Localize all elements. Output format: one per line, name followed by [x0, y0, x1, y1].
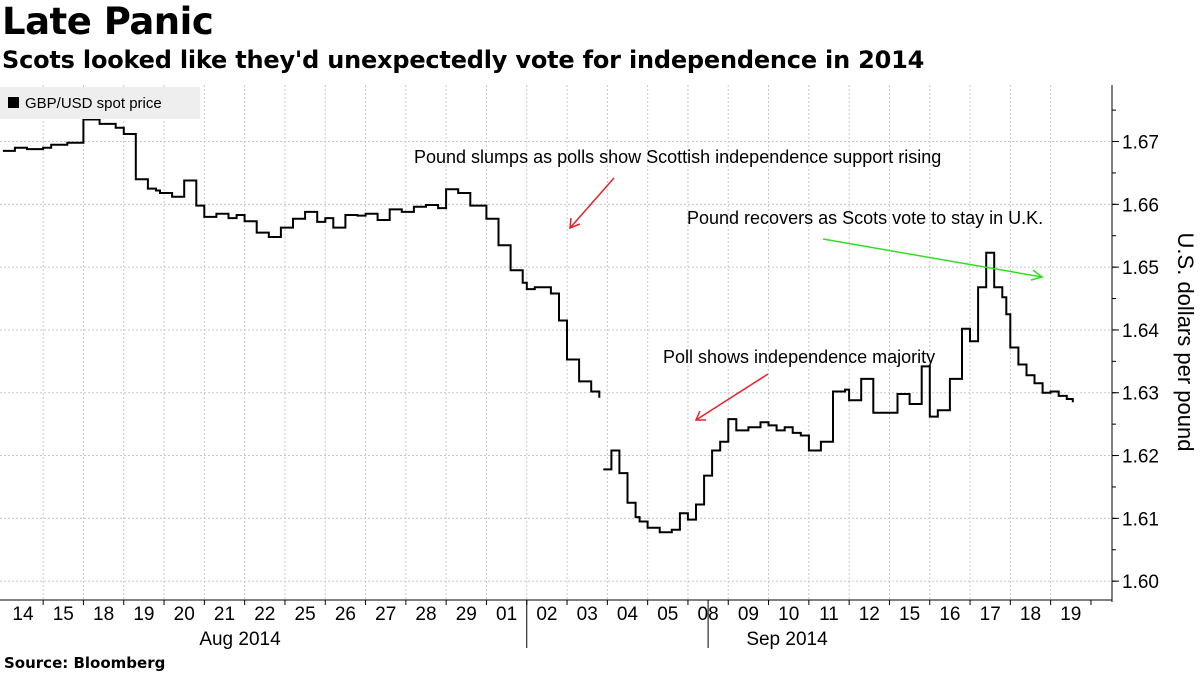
x-tick-label: 20 — [174, 604, 195, 625]
x-tick-label: 11 — [819, 604, 839, 625]
x-tick-label: 21 — [214, 604, 235, 625]
x-tick-label: 14 — [12, 604, 34, 625]
x-tick-label: 19 — [1060, 604, 1081, 625]
source-note: Source: Bloomberg — [4, 654, 166, 672]
y-tick-label: 1.66 — [1122, 195, 1159, 216]
annotation-slump-arrow — [569, 177, 615, 229]
annotation-majority: Poll shows independence majority — [663, 347, 935, 421]
annotation-recover-text: Pound recovers as Scots vote to stay in … — [687, 208, 1043, 228]
x-axis: 14 15 18 19 20 21 22 25 26 27 28 29 01 02 03 04 05 08 09 10… — [0, 599, 1112, 648]
x-tick-label: 29 — [456, 604, 477, 625]
x-tick-label: 12 — [859, 604, 880, 625]
x-tick-label: 03 — [577, 604, 598, 625]
x-tick-label: 19 — [133, 604, 154, 625]
y-tick-label: 1.63 — [1122, 384, 1159, 405]
month-label-aug: Aug 2014 — [199, 629, 281, 650]
month-label-sep: Sep 2014 — [746, 629, 828, 650]
x-tick-label: 28 — [415, 604, 436, 625]
y-tick-label: 1.62 — [1122, 447, 1159, 468]
x-tick-label: 05 — [657, 604, 678, 625]
series-line-gbpusd — [2, 118, 601, 398]
x-tick-label: 17 — [980, 604, 1001, 625]
x-tick-label: 16 — [939, 604, 960, 625]
y-tick-label: 1.64 — [1122, 321, 1159, 342]
annotation-recover-arrow — [822, 238, 1043, 278]
annotation-majority-arrowhead — [694, 410, 706, 421]
x-tick-label: 09 — [738, 604, 759, 625]
x-tick-label: 18 — [93, 604, 114, 625]
legend: GBP/USD spot price — [0, 87, 200, 119]
x-tick-label: 10 — [778, 604, 799, 625]
legend-label: GBP/USD spot price — [25, 95, 162, 112]
annotation-slump-text: Pound slumps as polls show Scottish inde… — [414, 147, 941, 167]
y-tick-label: 1.65 — [1122, 258, 1159, 279]
y-axis-label: U.S. dollars per pound — [1173, 233, 1198, 452]
y-tick-label: 1.61 — [1122, 509, 1159, 530]
y-axis: 1.60 1.61 1.62 1.63 1.64 1.65 1.66 1.67 — [1111, 85, 1159, 602]
annotation-majority-text: Poll shows independence majority — [663, 347, 935, 367]
legend-box — [0, 87, 200, 119]
x-tick-label: 15 — [899, 604, 920, 625]
annotation-majority-arrow — [695, 373, 769, 421]
annotation-recover: Pound recovers as Scots vote to stay in … — [687, 208, 1044, 281]
x-tick-label: 04 — [617, 604, 639, 625]
x-tick-label: 01 — [496, 604, 517, 625]
grid — [0, 85, 1112, 600]
series-layer — [2, 118, 1074, 534]
x-tick-label: 02 — [536, 604, 557, 625]
chart-title: Late Panic — [2, 0, 214, 43]
x-tick-label: 26 — [335, 604, 356, 625]
x-tick-label: 15 — [53, 604, 74, 625]
x-tick-label: 25 — [295, 604, 316, 625]
annotation-slump: Pound slumps as polls show Scottish inde… — [414, 147, 941, 230]
x-tick-label: 22 — [254, 604, 275, 625]
chart-subtitle: Scots looked like they'd unexpectedly vo… — [2, 46, 925, 74]
annotation-recover-arrowhead — [1030, 269, 1044, 281]
x-tick-label: 18 — [1020, 604, 1041, 625]
annotation-slump-arrowhead — [569, 217, 581, 230]
y-tick-label: 1.60 — [1122, 572, 1159, 593]
x-tick-label: 27 — [375, 604, 396, 625]
series-line-gbpusd — [603, 251, 1074, 534]
y-tick-label: 1.67 — [1122, 133, 1159, 154]
legend-swatch — [8, 97, 19, 108]
